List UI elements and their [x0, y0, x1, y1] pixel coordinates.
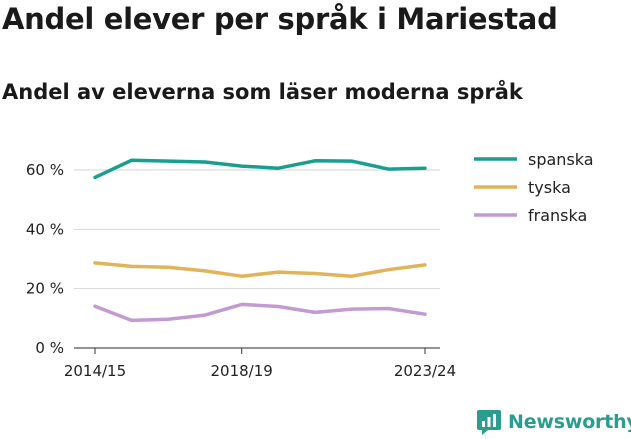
y-tick-label: 40 %	[26, 220, 64, 238]
x-tick-label: 2018/19	[211, 362, 273, 380]
x-tick-label: 2014/15	[64, 362, 126, 380]
x-tick-label: 2023/24	[394, 362, 456, 380]
x-axis: 2014/15 2018/19 2023/24	[64, 348, 456, 380]
legend-label-franska: franska	[528, 206, 587, 225]
y-axis: 0 % 20 % 40 % 60 %	[26, 161, 64, 357]
line-chart: 0 % 20 % 40 % 60 % 2014/15 2018/19 2023/24 sp…	[26, 150, 594, 380]
y-tick-label: 0 %	[35, 339, 64, 357]
newsworthy-logo-icon	[477, 410, 501, 435]
series-line-spanska	[93, 158, 427, 180]
chart-title: Andel elever per språk i Mariestad	[2, 2, 558, 36]
legend-label-tyska: tyska	[528, 178, 571, 197]
newsworthy-logo: Newsworthy	[476, 408, 631, 436]
series-line-franska	[93, 302, 427, 323]
brand-name: Newsworthy	[508, 411, 631, 433]
series-line-tyska	[93, 261, 427, 278]
series-lines	[93, 158, 427, 323]
legend: spanska tyska franska	[474, 150, 594, 225]
y-tick-label: 20 %	[26, 280, 64, 298]
legend-label-spanska: spanska	[528, 150, 594, 169]
y-tick-label: 60 %	[26, 161, 64, 179]
grid-lines	[74, 169, 440, 349]
chart-subtitle: Andel av eleverna som läser moderna språ…	[2, 80, 523, 104]
